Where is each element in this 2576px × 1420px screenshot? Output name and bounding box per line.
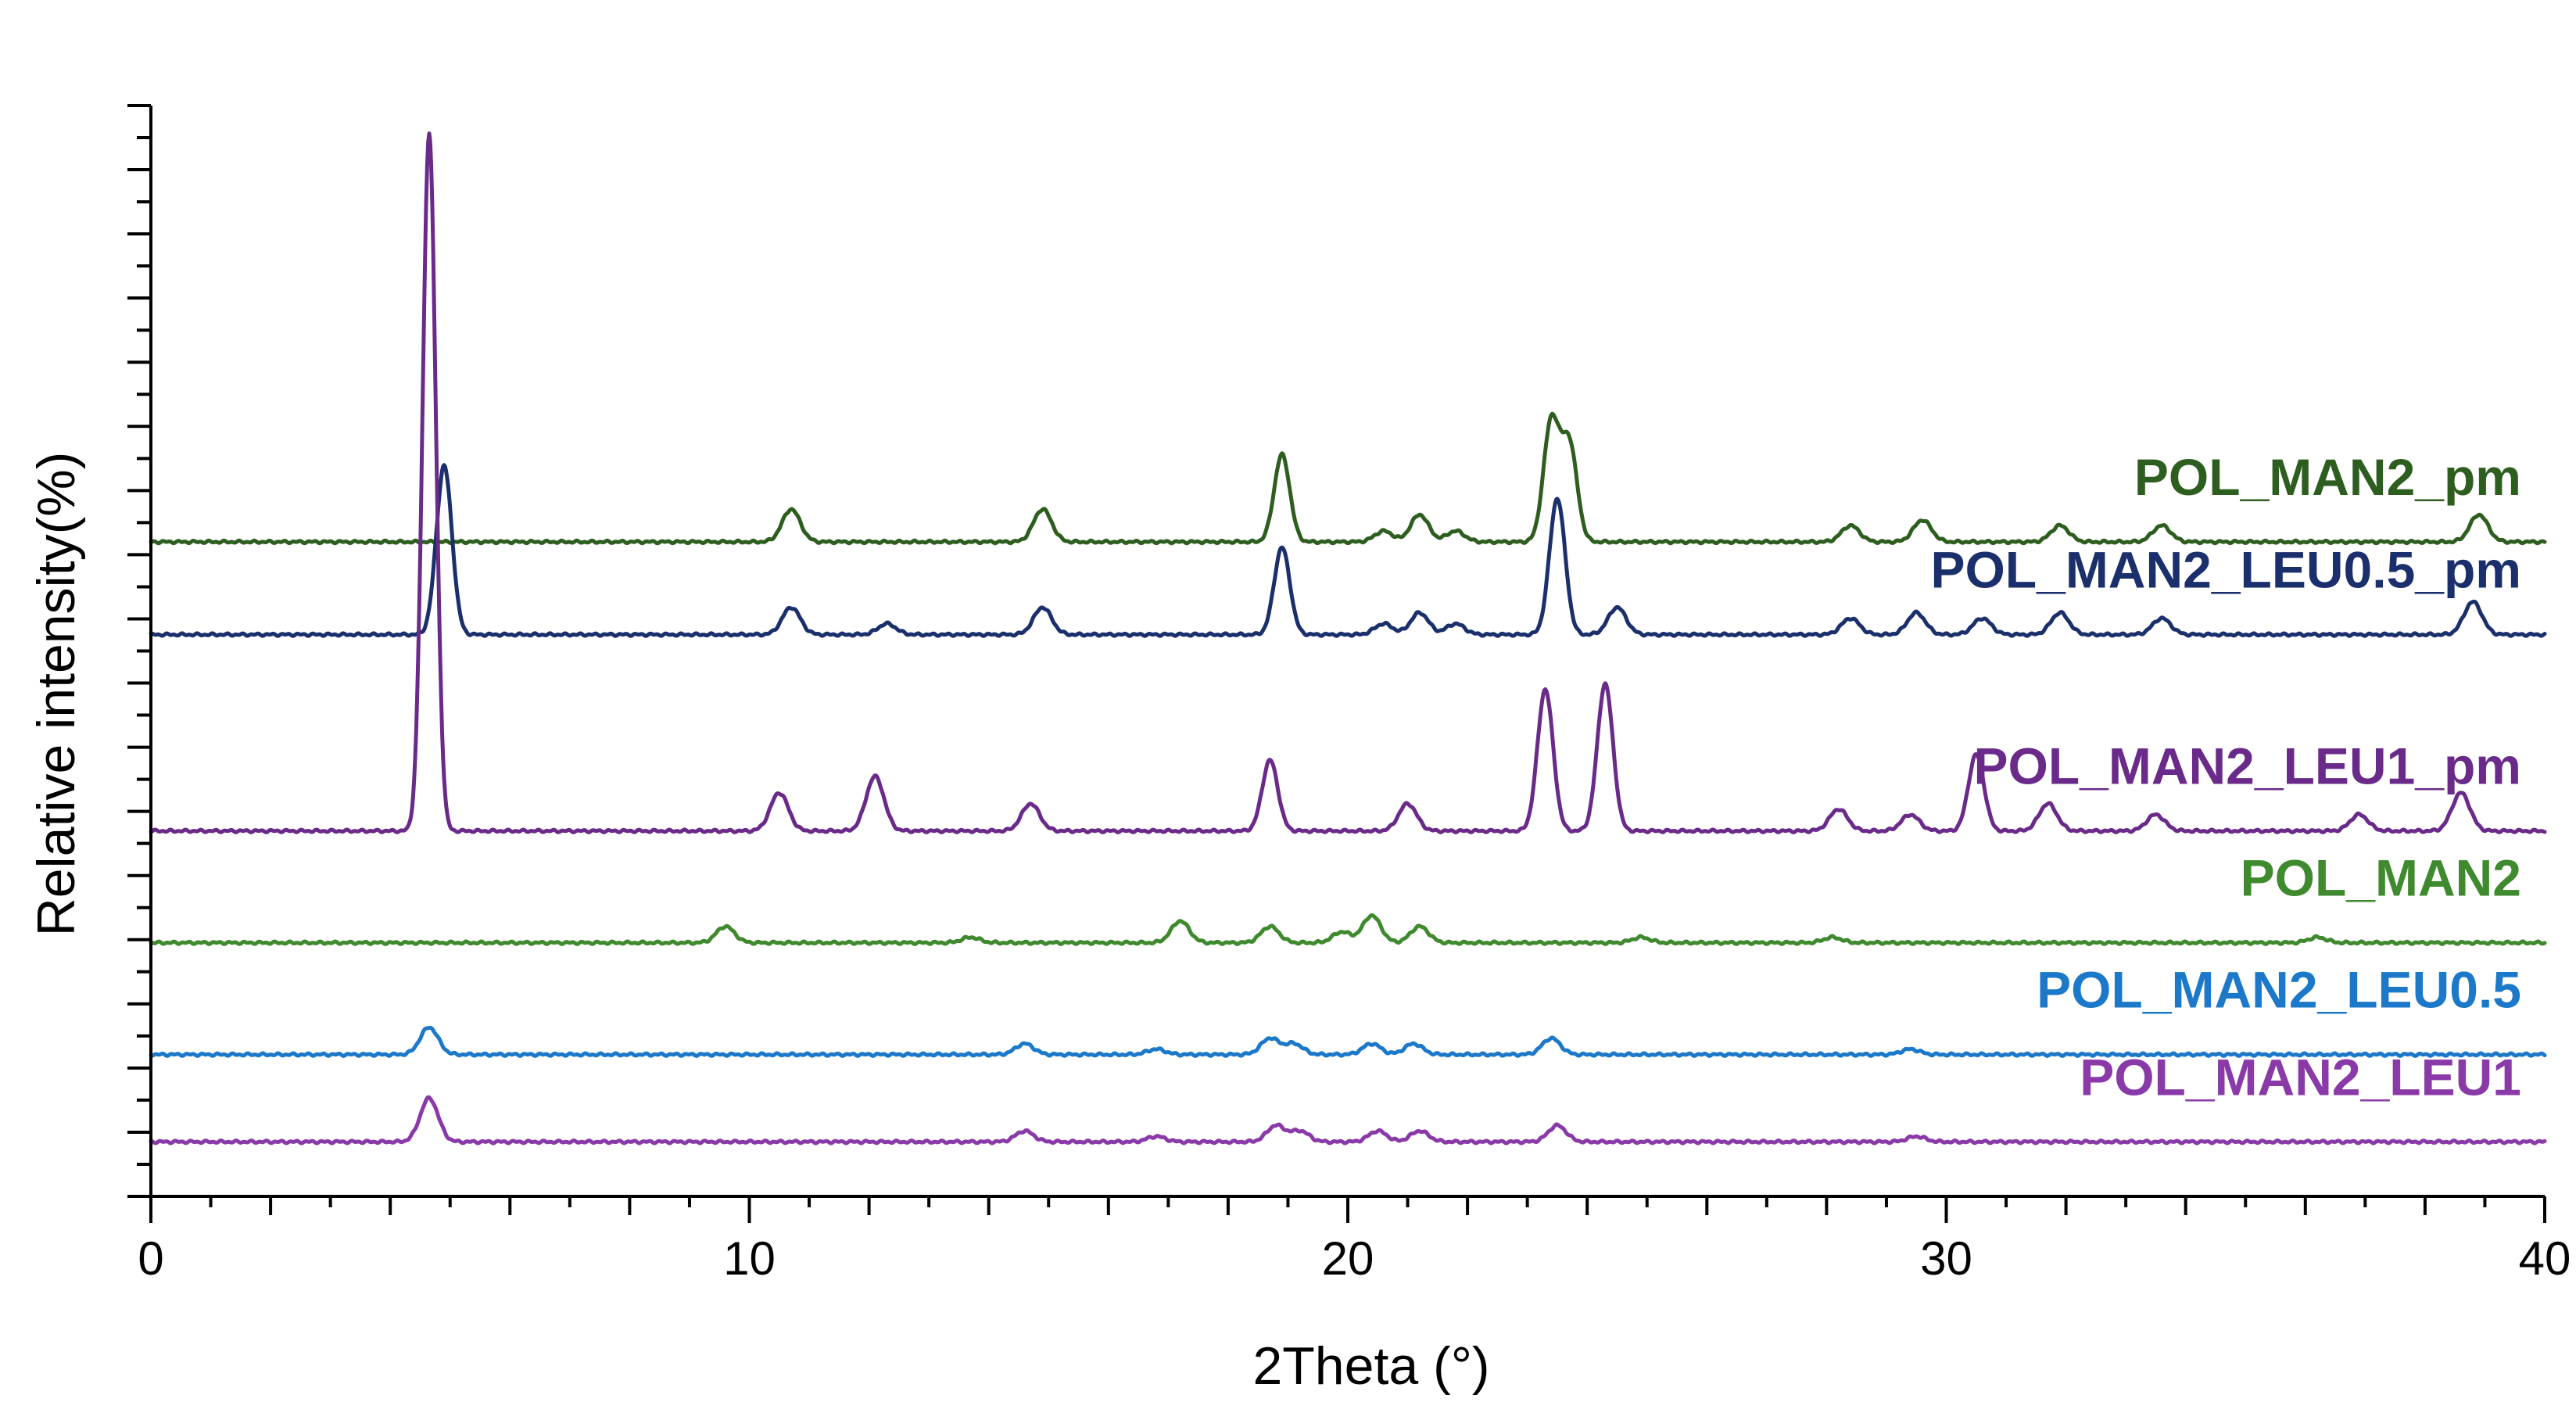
- pattern-line-pol-man2-leu1-pm: [149, 131, 2547, 834]
- pattern-line-pol-man2: [149, 913, 2547, 946]
- diffraction-patterns: [149, 131, 2547, 1146]
- x-tick-label: 20: [1322, 1232, 1374, 1285]
- y-axis-ticks: [127, 104, 151, 1198]
- series-label: POL_MAN2_LEU0.5_pm: [1930, 541, 2521, 599]
- y-axis-title: Relative intensity(%): [27, 452, 86, 937]
- series-label: POL_MAN2_pm: [2134, 448, 2521, 506]
- pattern-line-pol-man2-pm: [149, 411, 2547, 546]
- series-labels: POL_MAN2_pm POL_MAN2_LEU0.5_pm POL_MAN2_LE…: [1930, 448, 2521, 1106]
- x-tick-label: 40: [2519, 1232, 2571, 1285]
- x-tick-label: 10: [723, 1232, 776, 1285]
- pattern-line-pol-man2-leu0-5-pm: [149, 463, 2547, 638]
- series-label: POL_MAN2: [2241, 849, 2521, 907]
- series-label: POL_MAN2_LEU1_pm: [1973, 737, 2521, 795]
- x-tick-label: 0: [138, 1232, 163, 1285]
- pattern-line-pol-man2-leu1: [149, 1095, 2547, 1146]
- pattern-line-pol-man2-leu0-5: [149, 1025, 2547, 1058]
- series-label: POL_MAN2_LEU0.5: [2037, 961, 2521, 1019]
- series-label: POL_MAN2_LEU1: [2080, 1048, 2521, 1106]
- x-axis-ticks: 0 10 20 30 40: [138, 1196, 2571, 1285]
- x-axis-title: 2Theta (°): [1252, 1336, 1489, 1396]
- x-tick-label: 30: [1920, 1232, 1972, 1285]
